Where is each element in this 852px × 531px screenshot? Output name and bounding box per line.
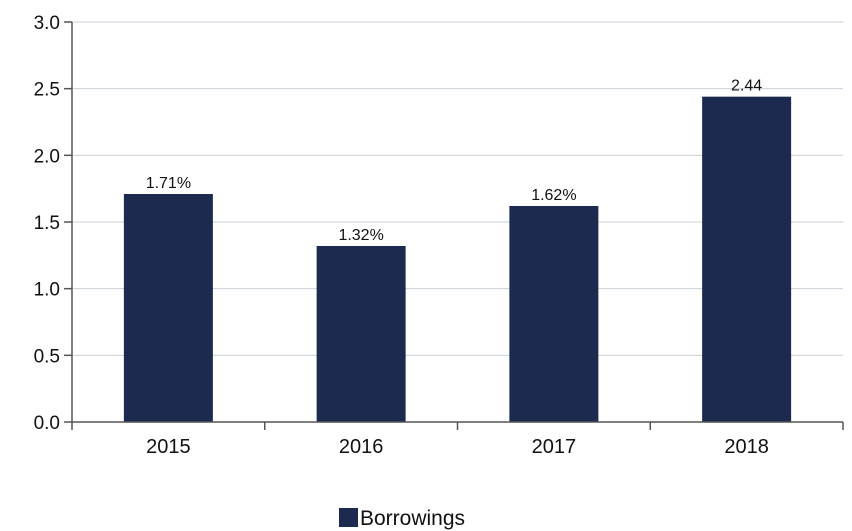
bars: [123, 96, 792, 423]
bar-2016: [316, 246, 406, 422]
data-label-2017: 1.62%: [531, 187, 576, 204]
x-tick-label: 2015: [146, 436, 191, 458]
bar-2015: [123, 194, 213, 422]
x-tick-label: 2018: [724, 436, 769, 458]
y-tick-label: 2.0: [34, 146, 60, 167]
bar-2017: [509, 206, 599, 422]
data-label-2015: 1.71%: [146, 175, 191, 192]
y-tick-label: 1.5: [34, 213, 60, 234]
y-axis-ticks: 0.0 0.5 1.0 1.5 2.0 2.5 3.0: [34, 13, 72, 434]
y-tick-label: 0.0: [34, 413, 60, 434]
y-tick-label: 1.0: [34, 280, 60, 301]
y-tick-label: 0.5: [34, 346, 60, 367]
x-axis-ticks: 2015 2016 2017 2018: [71, 422, 844, 458]
legend: Borrowings: [339, 507, 465, 530]
legend-label-borrowings: Borrowings: [360, 507, 465, 530]
data-labels: 1.71% 1.32% 1.62% 2.44: [146, 78, 763, 244]
y-tick-label: 3.0: [34, 13, 60, 34]
x-tick-label: 2017: [532, 436, 577, 458]
legend-swatch-borrowings: [339, 508, 358, 527]
x-tick-label: 2016: [339, 436, 384, 458]
bar-2018: [702, 96, 792, 423]
data-label-2018: 2.44: [731, 78, 762, 95]
data-label-2016: 1.32%: [338, 227, 383, 244]
y-tick-label: 2.5: [34, 80, 60, 101]
